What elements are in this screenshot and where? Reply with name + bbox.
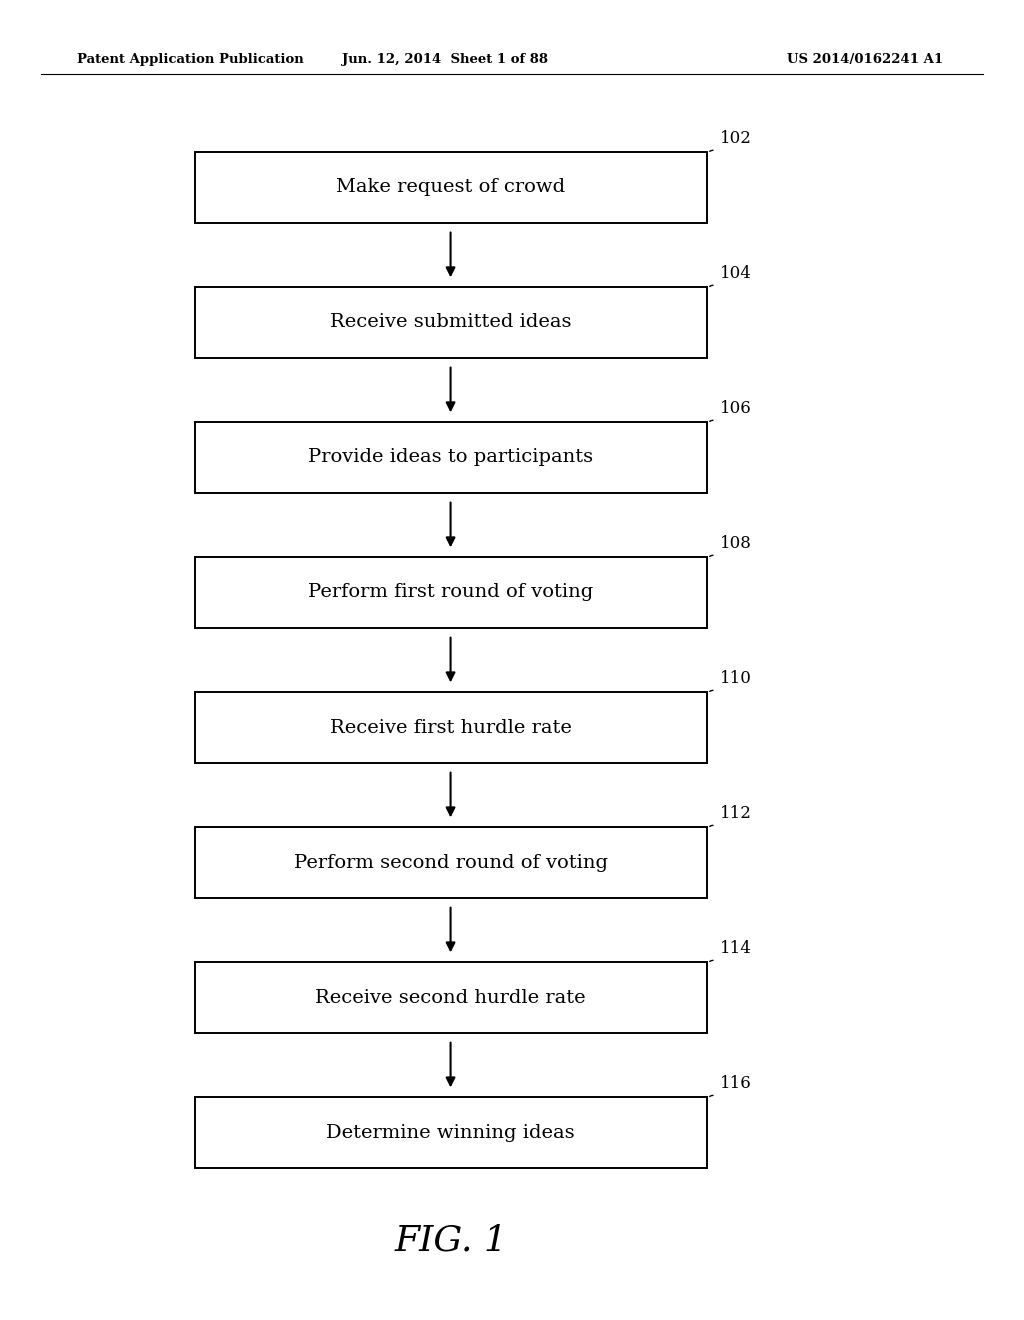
- Text: US 2014/0162241 A1: US 2014/0162241 A1: [787, 53, 943, 66]
- Bar: [195, 152, 707, 223]
- Text: Receive submitted ideas: Receive submitted ideas: [330, 313, 571, 331]
- Text: Receive second hurdle rate: Receive second hurdle rate: [315, 989, 586, 1007]
- Text: 108: 108: [720, 535, 752, 552]
- Text: 116: 116: [720, 1074, 752, 1092]
- Bar: [195, 826, 707, 898]
- Bar: [195, 1097, 707, 1168]
- Bar: [195, 286, 707, 358]
- Text: FIG. 1: FIG. 1: [394, 1224, 507, 1258]
- Text: Perform first round of voting: Perform first round of voting: [308, 583, 593, 602]
- Text: Jun. 12, 2014  Sheet 1 of 88: Jun. 12, 2014 Sheet 1 of 88: [342, 53, 549, 66]
- Bar: [195, 422, 707, 494]
- Text: Perform second round of voting: Perform second round of voting: [294, 854, 607, 871]
- Text: Provide ideas to participants: Provide ideas to participants: [308, 449, 593, 466]
- Text: 102: 102: [720, 129, 752, 147]
- Bar: [195, 962, 707, 1034]
- Text: 110: 110: [720, 669, 752, 686]
- Bar: [195, 692, 707, 763]
- Bar: [195, 557, 707, 628]
- Text: 112: 112: [720, 805, 752, 821]
- Text: Determine winning ideas: Determine winning ideas: [327, 1123, 574, 1142]
- Text: Make request of crowd: Make request of crowd: [336, 178, 565, 197]
- Text: 114: 114: [720, 940, 752, 957]
- Text: 106: 106: [720, 400, 752, 417]
- Text: 104: 104: [720, 264, 752, 281]
- Text: Patent Application Publication: Patent Application Publication: [77, 53, 303, 66]
- Text: Receive first hurdle rate: Receive first hurdle rate: [330, 718, 571, 737]
